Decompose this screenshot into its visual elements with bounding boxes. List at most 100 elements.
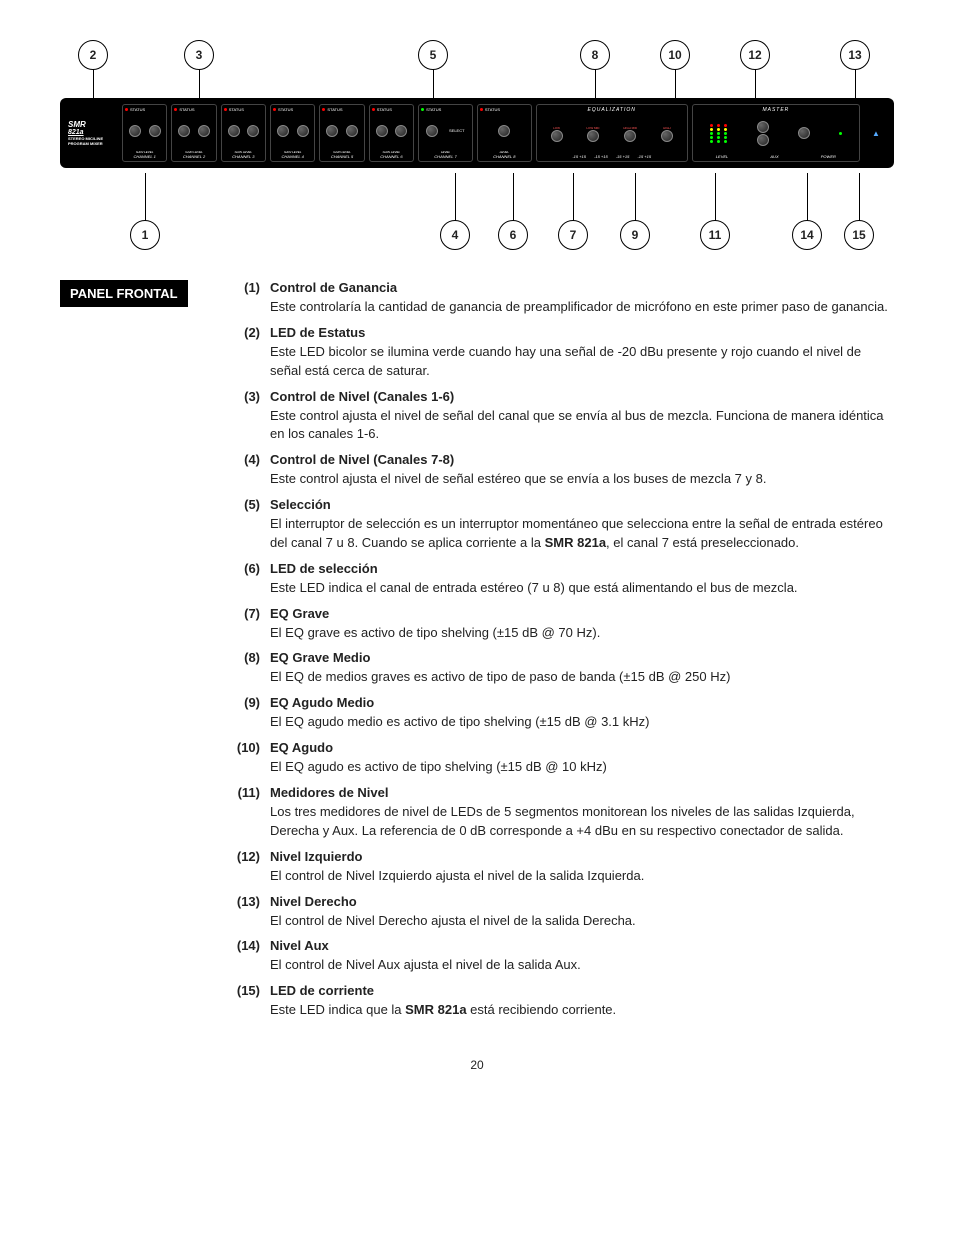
item-number: (6) <box>220 561 270 598</box>
item-desc: El control de Nivel Aux ajusta el nivel … <box>270 956 894 975</box>
desc-item-11: (11)Medidores de Nivel Los tres medidores… <box>220 785 894 841</box>
channel-7: STATUSSELECTLEVELCHANNEL 7 <box>418 104 473 162</box>
section-sidebar: PANEL FRONTAL <box>60 280 190 307</box>
channel-8: STATUSLEVELCHANNEL 8 <box>477 104 532 162</box>
item-title: Nivel Aux <box>270 938 894 953</box>
desc-item-12: (12)Nivel Izquierdo El control de Nivel I… <box>220 849 894 886</box>
model-name: 821a <box>68 129 116 136</box>
item-desc: Este control ajusta el nivel de señal es… <box>270 470 894 489</box>
item-title: LED de corriente <box>270 983 894 998</box>
device-brand-block: SMR 821a STEREO MIC/LINE PROGRAM MIXER <box>66 118 118 148</box>
level-aux-knob <box>757 134 769 146</box>
master-section: MASTER LEVEL AUX POWER <box>692 104 860 162</box>
item-desc: Este LED bicolor se ilumina verde cuando… <box>270 343 894 381</box>
level-label: LEVEL <box>716 154 728 159</box>
channel-1: STATUSGAIN LEVELCHANNEL 1 <box>122 104 167 162</box>
panel-right-cap: ▲ <box>864 129 888 138</box>
callout-10: 10 <box>660 40 690 70</box>
item-title: EQ Agudo Medio <box>270 695 894 710</box>
desc-item-8: (8)EQ Grave Medio El EQ de medios graves … <box>220 650 894 687</box>
device-panel-image: SMR 821a STEREO MIC/LINE PROGRAM MIXER S… <box>60 98 894 168</box>
device-subtitle: STEREO MIC/LINE PROGRAM MIXER <box>68 136 116 146</box>
item-number: (13) <box>220 894 270 931</box>
item-desc: El EQ grave es activo de tipo shelving (… <box>270 624 894 643</box>
item-desc: El EQ agudo es activo de tipo shelving (… <box>270 758 894 777</box>
item-title: LED de Estatus <box>270 325 894 340</box>
power-led <box>839 132 842 135</box>
item-number: (8) <box>220 650 270 687</box>
level-left-knob <box>757 121 769 133</box>
level-meter-AUX <box>724 124 727 143</box>
desc-item-4: (4)Control de Nivel (Canales 7-8)Este co… <box>220 452 894 489</box>
item-number: (11) <box>220 785 270 841</box>
master-title: MASTER <box>695 107 857 113</box>
callout-6: 6 <box>498 220 528 250</box>
power-label: POWER <box>821 154 836 159</box>
level-meter-R <box>717 124 720 143</box>
item-number: (3) <box>220 389 270 445</box>
channel-2: STATUSGAIN LEVELCHANNEL 2 <box>171 104 216 162</box>
item-title: Medidores de Nivel <box>270 785 894 800</box>
callout-3: 3 <box>184 40 214 70</box>
item-desc: El control de Nivel Derecho ajusta el ni… <box>270 912 894 931</box>
item-title: Control de Ganancia <box>270 280 894 295</box>
item-number: (15) <box>220 983 270 1020</box>
item-number: (9) <box>220 695 270 732</box>
item-number: (5) <box>220 497 270 553</box>
callout-1: 1 <box>130 220 160 250</box>
item-desc: Este LED indica el canal de entrada esté… <box>270 579 894 598</box>
item-desc: Este controlaría la cantidad de ganancia… <box>270 298 894 317</box>
eq-title: EQUALIZATION <box>539 107 685 113</box>
item-title: EQ Grave Medio <box>270 650 894 665</box>
callout-5: 5 <box>418 40 448 70</box>
level-right-knob <box>798 127 810 139</box>
desc-item-5: (5)SelecciónEl interruptor de selección … <box>220 497 894 553</box>
section-title-box: PANEL FRONTAL <box>60 280 188 307</box>
channel-3: STATUSGAIN LEVELCHANNEL 3 <box>221 104 266 162</box>
channel-4: STATUSGAIN LEVELCHANNEL 4 <box>270 104 315 162</box>
desc-item-13: (13)Nivel Derecho El control de Nivel Der… <box>220 894 894 931</box>
aux-label: AUX <box>770 154 778 159</box>
item-number: (12) <box>220 849 270 886</box>
desc-item-3: (3)Control de Nivel (Canales 1-6) Este co… <box>220 389 894 445</box>
item-desc: El EQ de medios graves es activo de tipo… <box>270 668 894 687</box>
callout-13: 13 <box>840 40 870 70</box>
item-number: (7) <box>220 606 270 643</box>
front-panel-diagram: 2358101213 SMR 821a STEREO MIC/LINE PROG… <box>60 40 894 250</box>
page-number: 20 <box>60 1058 894 1072</box>
channel-6: STATUSGAIN LEVELCHANNEL 6 <box>369 104 414 162</box>
item-desc: Los tres medidores de nivel de LEDs de 5… <box>270 803 894 841</box>
callout-11: 11 <box>700 220 730 250</box>
desc-item-14: (14)Nivel Aux El control de Nivel Aux aju… <box>220 938 894 975</box>
desc-item-1: (1)Control de Ganancia Este controlaría l… <box>220 280 894 317</box>
item-number: (2) <box>220 325 270 381</box>
item-title: EQ Grave <box>270 606 894 621</box>
item-title: Selección <box>270 497 894 512</box>
callout-14: 14 <box>792 220 822 250</box>
brand-name: SMR <box>68 120 116 129</box>
desc-item-7: (7)EQ Grave El EQ grave es activo de tipo… <box>220 606 894 643</box>
item-desc: El control de Nivel Izquierdo ajusta el … <box>270 867 894 886</box>
channel-5: STATUSGAIN LEVELCHANNEL 5 <box>319 104 364 162</box>
item-title: Control de Nivel (Canales 1-6) <box>270 389 894 404</box>
item-desc: Este control ajusta el nivel de señal de… <box>270 407 894 445</box>
item-desc: El EQ agudo medio es activo de tipo shel… <box>270 713 894 732</box>
callout-12: 12 <box>740 40 770 70</box>
item-title: Nivel Izquierdo <box>270 849 894 864</box>
description-list: (1)Control de Ganancia Este controlaría l… <box>220 280 894 1028</box>
item-number: (10) <box>220 740 270 777</box>
callout-7: 7 <box>558 220 588 250</box>
callout-2: 2 <box>78 40 108 70</box>
item-title: Control de Nivel (Canales 7-8) <box>270 452 894 467</box>
desc-item-2: (2)LED de Estatus Este LED bicolor se ilu… <box>220 325 894 381</box>
desc-item-9: (9)EQ Agudo Medio El EQ agudo medio es ac… <box>220 695 894 732</box>
item-number: (1) <box>220 280 270 317</box>
item-desc: Este LED indica que la SMR 821a está rec… <box>270 1001 894 1020</box>
item-title: Nivel Derecho <box>270 894 894 909</box>
item-title: LED de selección <box>270 561 894 576</box>
callout-15: 15 <box>844 220 874 250</box>
item-number: (14) <box>220 938 270 975</box>
desc-item-15: (15)LED de corriente Este LED indica que … <box>220 983 894 1020</box>
callout-9: 9 <box>620 220 650 250</box>
desc-item-10: (10)EQ AgudoEl EQ agudo es activo de tip… <box>220 740 894 777</box>
